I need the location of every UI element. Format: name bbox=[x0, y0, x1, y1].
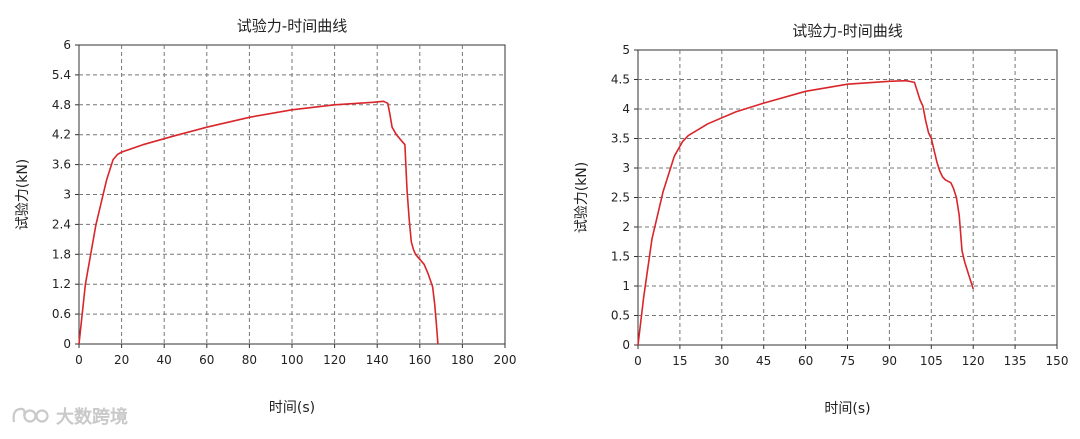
x-axis-label: 时间(s) bbox=[269, 400, 315, 416]
watermark-text: 大数跨境 bbox=[56, 407, 128, 428]
x-tick-label: 160 bbox=[408, 353, 431, 367]
y-tick-label: 0.6 bbox=[52, 307, 71, 321]
x-tick-label: 120 bbox=[962, 354, 985, 368]
y-axis-label: 试验力(kN) bbox=[15, 159, 31, 231]
chart-title: 试验力-时间曲线 bbox=[792, 22, 902, 40]
y-tick-label: 2.4 bbox=[52, 217, 71, 231]
watermark-logo-icon bbox=[12, 407, 49, 423]
y-tick-label: 3.6 bbox=[52, 158, 71, 172]
chart-right: 0 15 30 45 60 75 90 105 120 135 15000.511.522.533.… bbox=[574, 22, 1068, 417]
y-tick-label: 5.4 bbox=[52, 68, 71, 82]
x-tick-label: 140 bbox=[366, 353, 389, 367]
series-line bbox=[78, 100, 439, 345]
y-axis-label: 试验力(kN) bbox=[574, 162, 590, 234]
x-tick-label: 15 bbox=[672, 354, 687, 368]
y-tick-label: 0 bbox=[622, 338, 630, 352]
x-tick-label: 60 bbox=[199, 353, 214, 367]
y-tick-label: 0.5 bbox=[611, 309, 630, 323]
y-tick-label: 1.2 bbox=[52, 277, 71, 291]
y-tick-label: 0 bbox=[63, 337, 71, 351]
series-line bbox=[637, 79, 974, 346]
y-tick-label: 4.5 bbox=[611, 73, 630, 87]
x-tick-label: 80 bbox=[242, 353, 257, 367]
watermark: 大数跨境 bbox=[10, 403, 128, 429]
y-tick-label: 4 bbox=[622, 102, 630, 116]
x-axis-label: 时间(s) bbox=[824, 401, 870, 417]
x-tick-label: 75 bbox=[840, 354, 855, 368]
x-tick-label: 105 bbox=[920, 354, 943, 368]
y-tick-label: 3 bbox=[622, 161, 630, 175]
x-tick-label: 150 bbox=[1046, 354, 1069, 368]
x-tick-label: 0 bbox=[75, 353, 83, 367]
chart-left: 0 20 40 60 80 100 120 140 160 180 200 0 0.6 1.2 1.8 2.4… bbox=[15, 17, 516, 416]
y-tick-label: 1 bbox=[622, 279, 630, 293]
y-tick-label: 2 bbox=[622, 220, 630, 234]
x-tick-label: 60 bbox=[798, 354, 813, 368]
x-tick-label: 45 bbox=[756, 354, 771, 368]
chart-title: 试验力-时间曲线 bbox=[237, 17, 347, 35]
y-tick-label: 2.5 bbox=[611, 191, 630, 205]
y-tick-label: 4.8 bbox=[52, 98, 71, 112]
y-tick-label: 3.5 bbox=[611, 132, 630, 146]
x-tick-label: 100 bbox=[281, 353, 304, 367]
x-tick-label: 40 bbox=[157, 353, 172, 367]
x-tick-label: 120 bbox=[323, 353, 346, 367]
x-tick-label: 20 bbox=[114, 353, 129, 367]
x-tick-label: 0 bbox=[634, 354, 642, 368]
y-tick-label: 3 bbox=[63, 188, 71, 202]
y-tick-label: 6 bbox=[63, 38, 71, 52]
x-tick-label: 90 bbox=[882, 354, 897, 368]
y-tick-label: 4.2 bbox=[52, 128, 71, 142]
x-tick-label: 180 bbox=[451, 353, 474, 367]
x-tick-label: 200 bbox=[494, 353, 517, 367]
x-tick-label: 30 bbox=[714, 354, 729, 368]
y-tick-label: 1.8 bbox=[52, 247, 71, 261]
y-tick-label: 5 bbox=[622, 43, 630, 57]
x-tick-label: 135 bbox=[1004, 354, 1027, 368]
y-tick-label: 1.5 bbox=[611, 250, 630, 264]
